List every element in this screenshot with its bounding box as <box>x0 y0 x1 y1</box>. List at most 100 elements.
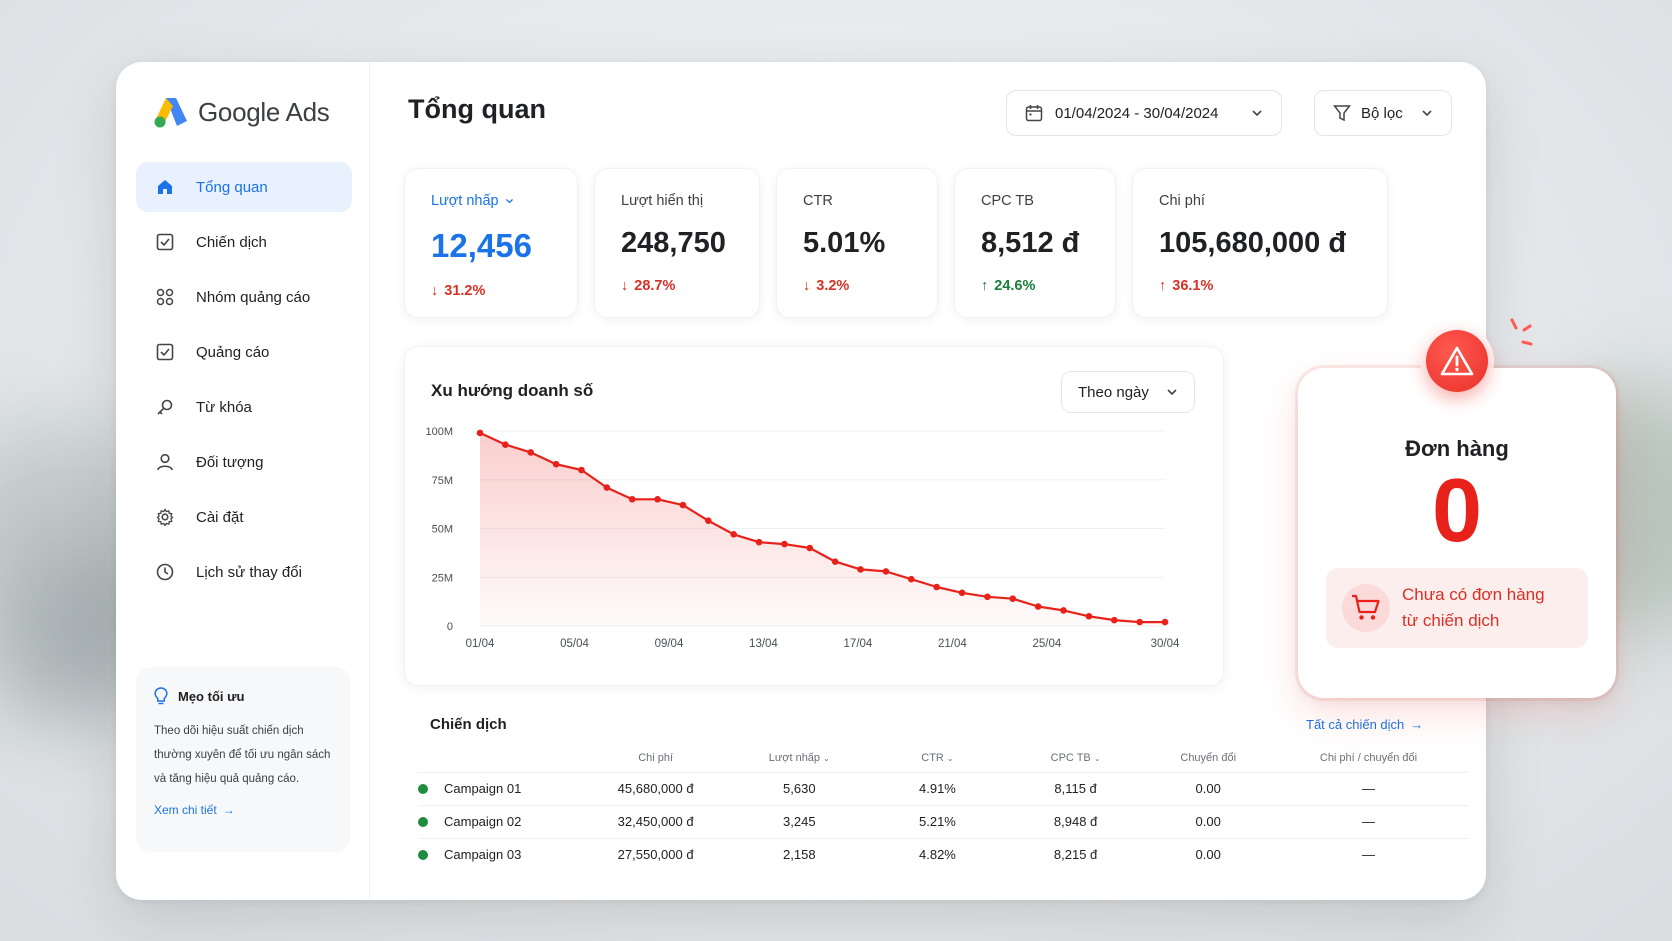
sort-chevron-icon: ⌄ <box>823 753 830 763</box>
page-title: Tổng quan <box>408 94 546 124</box>
kpi-value: 12,456 <box>431 227 532 264</box>
kpi-card-cpc-tb[interactable]: CPC TB 8,512 đ ↑ 24.6% <box>954 168 1116 318</box>
kpi-metric-selector[interactable]: Lượt nhấp <box>431 193 551 209</box>
orders-title: Đơn hàng <box>1405 436 1509 461</box>
sort-chevron-icon: ⌄ <box>1093 753 1101 763</box>
campaign-name-cell[interactable]: Campaign 03 <box>418 837 584 871</box>
sidebar-item-label: Tổng quan <box>196 178 268 196</box>
campaign-name: Campaign 01 <box>444 781 522 796</box>
sidebar-item-lich-su-thay-doi[interactable]: Lịch sử thay đổi <box>136 547 352 597</box>
x-tick-label: 25/04 <box>1033 638 1062 650</box>
arrow-down-icon: ↓ <box>621 278 629 294</box>
x-tick-label: 01/04 <box>466 638 495 650</box>
kpi-value: 5.01% <box>803 227 886 259</box>
data-point <box>806 544 814 552</box>
table-cell: 27,550,000 đ <box>583 837 728 871</box>
orders-note-line: Chưa có đơn hàng <box>1402 585 1545 604</box>
kpi-card-luot-nhap[interactable]: Lượt nhấp 12,456 ↓ 31.2% <box>404 168 578 318</box>
arrow-right-icon: → <box>1410 717 1424 732</box>
area-fill <box>480 432 1165 626</box>
data-point <box>984 593 991 601</box>
chevron-down-icon <box>1422 110 1432 117</box>
orders-alert-card: Đơn hàng 0 Chưa có đơn hàng từ chiến dịc… <box>1298 368 1616 698</box>
status-dot <box>418 817 428 827</box>
data-point <box>781 540 788 548</box>
data-point <box>1136 618 1143 626</box>
data-point <box>527 449 535 456</box>
data-point <box>1060 607 1067 614</box>
column-header-label: Lượt nhấp <box>768 751 821 764</box>
table-cell: — <box>1269 837 1468 871</box>
tip-title: Mẹo tối ưu <box>178 688 245 704</box>
table-cell: 0.00 <box>1147 804 1269 838</box>
kpi-card-luot-hien-thi[interactable]: Lượt hiển thị 248,750 ↓ 28.7% <box>594 168 760 318</box>
kpi-label: Chi phí <box>1159 193 1205 209</box>
sidebar-item-chien-dich[interactable]: Chiến dịch <box>136 217 352 267</box>
sidebar-item-quang-cao[interactable]: Quảng cáo <box>136 327 352 377</box>
tip-header: Mẹo tối ưu <box>154 687 332 705</box>
x-tick-label: 30/04 <box>1151 638 1180 650</box>
column-header-name <box>418 744 584 772</box>
data-point <box>958 589 966 597</box>
granularity-select[interactable]: Theo ngày <box>1061 371 1195 413</box>
date-range-value: 01/04/2024 - 30/04/2024 <box>1055 104 1219 122</box>
key-icon <box>157 399 173 415</box>
kpi-card-ctr[interactable]: CTR 5.01% ↓ 3.2% <box>776 168 938 318</box>
table-row[interactable]: Campaign 01 45,680,000 đ 5,630 4.91% 8,1… <box>418 771 1468 805</box>
column-header-luot-nhap[interactable]: Lượt nhấp ⌄ <box>727 744 871 772</box>
table-cell: 45,680,000 đ <box>583 771 728 805</box>
sidebar-item-cai-dat[interactable]: Cài đặt <box>136 492 352 542</box>
sidebar-item-label: Lịch sử thay đổi <box>196 563 302 581</box>
table-row[interactable]: Campaign 03 27,550,000 đ 2,158 4.82% 8,2… <box>418 837 1468 871</box>
google-ads-logo[interactable]: Google Ads <box>154 96 330 128</box>
granularity-value: Theo ngày <box>1078 383 1149 401</box>
column-header-label: Chi phí / chuyển đổi <box>1319 751 1418 764</box>
table-cell: 5.21% <box>871 804 1004 838</box>
data-point <box>628 495 636 503</box>
filter-icon <box>1333 105 1351 122</box>
column-header-ctr[interactable]: CTR ⌄ <box>871 744 1004 772</box>
y-tick-label: 0 <box>447 621 453 633</box>
optimization-tip-card: Mẹo tối ưu Theo dõi hiệu suất chiến dịch… <box>136 667 350 852</box>
status-dot <box>418 850 428 861</box>
date-range-picker[interactable]: 01/04/2024 - 30/04/2024 <box>1006 90 1282 136</box>
campaign-name: Campaign 03 <box>444 847 522 863</box>
chart-title: Xu hướng doanh số <box>431 381 594 400</box>
checkbox-icon <box>156 233 174 251</box>
kpi-label: Lượt nhấp <box>431 193 499 209</box>
kpi-delta: ↓ 28.7% <box>621 278 733 294</box>
filter-button[interactable]: Bộ lọc <box>1314 90 1452 136</box>
table-row[interactable]: Campaign 02 32,450,000 đ 3,245 5.21% 8,9… <box>418 804 1468 838</box>
column-header-chi-phi[interactable]: Chi phí <box>584 744 728 772</box>
all-campaigns-link[interactable]: Tất cả chiến dịch → <box>1306 717 1423 732</box>
tip-details-link[interactable]: Xem chi tiết → <box>154 803 332 817</box>
campaign-name-cell[interactable]: Campaign 02 <box>418 804 584 838</box>
table-cell: 4.82% <box>871 837 1004 871</box>
arrow-down-icon: ↓ <box>803 278 811 294</box>
kpi-delta: ↓ 31.2% <box>431 283 551 299</box>
data-point <box>907 575 915 583</box>
sidebar-item-tu-khoa[interactable]: Từ khóa <box>136 382 352 432</box>
column-header-chuyen-doi[interactable]: Chuyển đổi <box>1147 744 1269 772</box>
chevron-down-icon <box>1167 389 1177 396</box>
kpi-delta-value: 24.6% <box>994 278 1036 294</box>
chevron-down-icon <box>1252 110 1262 117</box>
brand-name: Google Ads <box>198 96 330 127</box>
data-point <box>933 583 940 591</box>
table-cell: 4.91% <box>871 771 1004 805</box>
campaign-name-cell[interactable]: Campaign 01 <box>418 771 584 805</box>
sidebar-item-tong-quan[interactable]: Tổng quan <box>136 162 352 212</box>
data-point <box>1034 603 1042 610</box>
table-cell: 8,215 đ <box>1003 837 1148 871</box>
arrow-up-icon: ↑ <box>1159 278 1167 294</box>
sales-trend-chart: 0 25M 50M 75M 100M 01/04 05/04 09/04 13/04 17/04 2… <box>425 426 1180 650</box>
sidebar-item-nhom-quang-cao[interactable]: Nhóm quảng cáo <box>136 272 352 322</box>
kpi-delta-value: 3.2% <box>816 278 850 294</box>
column-header-cpc-tb[interactable]: CPC TB ⌄ <box>1004 744 1148 772</box>
table-cell: 2,158 <box>727 837 872 871</box>
table-header-row: Chi phí Lượt nhấp ⌄ CTR ⌄ CPC TB ⌄ Chuyể… <box>418 744 1468 772</box>
kpi-delta-value: 28.7% <box>634 278 676 294</box>
sidebar-item-doi-tuong[interactable]: Đối tượng <box>136 437 352 487</box>
kpi-card-chi-phi[interactable]: Chi phí 105,680,000 đ ↑ 36.1% <box>1132 168 1388 318</box>
column-header-chi-phi-chuyen-doi[interactable]: Chi phí / chuyển đổi <box>1269 744 1468 772</box>
